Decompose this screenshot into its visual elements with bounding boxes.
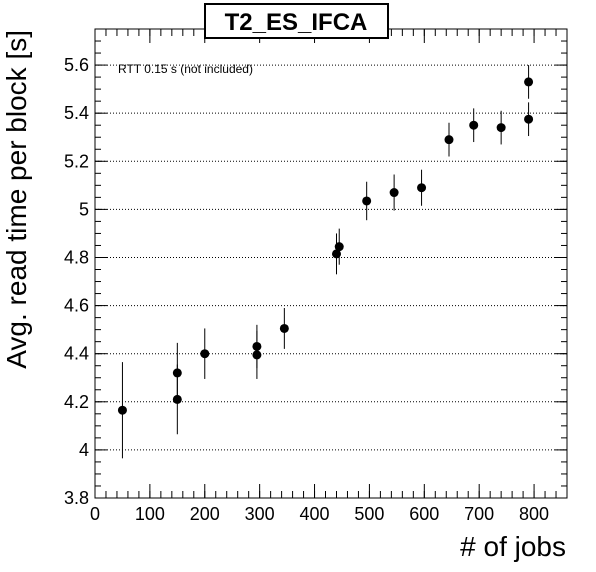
y-tick-labels: 3.8 4 4.2 4.4 4.6 4.8 5 5.2 5.4 5.6	[64, 55, 89, 508]
rtt-annotation: RTT 0.15 s (not included)	[118, 62, 253, 76]
y-tick-label: 4.6	[64, 296, 89, 316]
x-tick-label: 500	[354, 504, 384, 524]
data-point	[200, 349, 210, 359]
x-tick-label: 300	[245, 504, 275, 524]
data-point	[172, 368, 182, 378]
y-tick-label: 5.2	[64, 151, 89, 171]
y-tick-label: 4.2	[64, 392, 89, 412]
data-point	[389, 188, 399, 198]
title-box	[204, 3, 389, 39]
y-axis-title: Avg. read time per block [s]	[1, 30, 32, 369]
y-tick-label: 5.6	[64, 55, 89, 75]
x-tick-label: 200	[190, 504, 220, 524]
data-point	[496, 123, 506, 133]
data-points	[117, 65, 534, 459]
data-point	[117, 405, 127, 415]
x-tick-label: 0	[90, 504, 100, 524]
y-tick-label: 5	[79, 199, 89, 219]
x-tick-label: 400	[300, 504, 330, 524]
x-axis-title: # of jobs	[460, 531, 566, 562]
data-point	[444, 135, 454, 145]
x-tick-label: 100	[135, 504, 165, 524]
plot-frame	[94, 28, 568, 499]
data-point	[469, 120, 479, 130]
x-tick-label: 600	[409, 504, 439, 524]
data-point	[362, 196, 372, 206]
axis-ticks	[94, 28, 568, 499]
data-point	[417, 183, 427, 193]
y-tick-label: 4	[79, 440, 89, 460]
y-tick-label: 5.4	[64, 103, 89, 123]
data-point	[252, 341, 262, 351]
y-tick-label: 3.8	[64, 488, 89, 508]
x-tick-labels: 0 100 200 300 400 500 600 700 800	[90, 504, 549, 524]
data-point	[334, 242, 344, 252]
data-point	[524, 77, 534, 87]
grid-lines	[95, 64, 567, 451]
chart-title: T2_ES_IFCA	[225, 9, 368, 36]
y-tick-label: 4.8	[64, 247, 89, 267]
data-point	[524, 114, 534, 124]
data-point	[279, 323, 289, 333]
x-tick-label: 700	[464, 504, 494, 524]
x-tick-label: 800	[519, 504, 549, 524]
y-tick-label: 4.4	[64, 344, 89, 364]
